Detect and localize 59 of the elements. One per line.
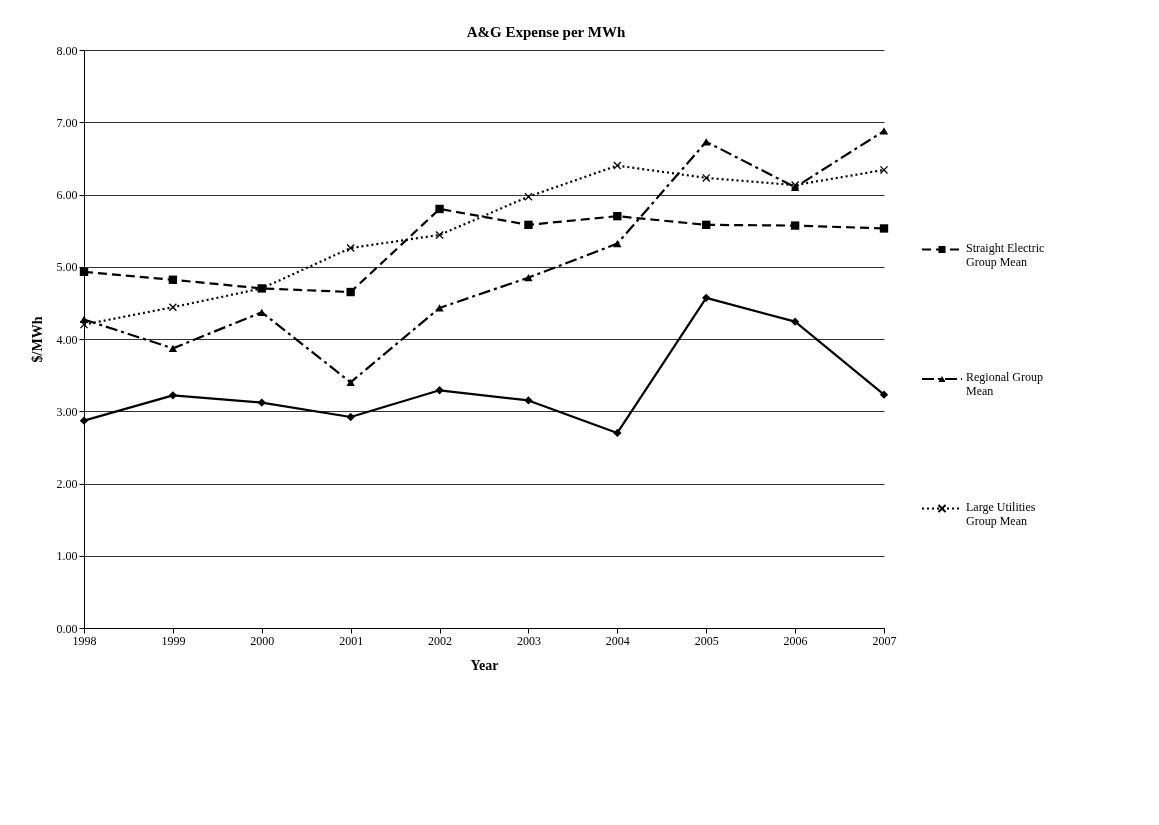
point: [168, 344, 178, 353]
y-tick-label: 1.00: [56, 549, 78, 564]
point: [79, 416, 89, 425]
point: [257, 398, 266, 407]
point: [257, 308, 266, 316]
x-tick-label: 2004: [605, 633, 630, 648]
point: [524, 192, 533, 201]
y-tick-label: 3.00: [56, 404, 78, 419]
point: [879, 390, 889, 399]
legend-label: Straight Electric Group Mean: [966, 240, 1045, 269]
x-tick-label: 2006: [783, 633, 808, 648]
y-tick-label: 2.00: [56, 477, 78, 491]
y-tick-label: 8.00: [56, 43, 78, 58]
legend-label: Regional Group Mean: [966, 370, 1043, 398]
point: [879, 165, 889, 175]
point: [524, 220, 533, 230]
point: [790, 317, 800, 326]
point: [613, 240, 622, 248]
point: [613, 211, 622, 221]
point: [879, 224, 889, 233]
point: [435, 304, 444, 312]
point: [524, 396, 533, 405]
point: [168, 303, 178, 312]
legend-label: Large Utilities Group Mean: [966, 499, 1036, 528]
point: [79, 320, 89, 329]
point: [346, 412, 355, 422]
point: [613, 161, 622, 170]
y-axis-title: $/MWh: [29, 316, 45, 363]
y-tick-label: 6.00: [56, 188, 78, 202]
x-tick-label: 2005: [694, 633, 719, 648]
point: [346, 243, 355, 253]
point: [168, 391, 178, 400]
x-tick-label: 2002: [428, 633, 453, 648]
x-axis-title: Year: [470, 657, 499, 673]
point: [346, 287, 355, 297]
point: [790, 221, 800, 230]
x-tick-label: 1999: [161, 633, 186, 648]
point: [879, 127, 889, 135]
point: [702, 173, 711, 183]
y-tick-label: 0.00: [56, 621, 78, 636]
point: [702, 220, 711, 230]
x-tick-label: 2003: [516, 633, 541, 648]
chart-title: A&G Expense per MWh: [466, 24, 626, 40]
x-tick-label: 2001: [339, 633, 364, 648]
y-tick-label: 4.00: [56, 332, 78, 347]
x-tick-label: 1998: [72, 633, 97, 648]
x-tick-label: 2000: [250, 633, 275, 648]
point: [435, 204, 444, 214]
point: [435, 230, 444, 240]
point: [346, 378, 355, 386]
point: [435, 386, 444, 395]
point: [613, 428, 622, 438]
y-tick-label: 5.00: [56, 260, 78, 275]
point: [702, 138, 711, 146]
y-tick-label: 7.00: [56, 115, 78, 130]
point: [168, 275, 178, 284]
point: [702, 293, 711, 302]
point: [524, 273, 533, 282]
x-tick-label: 2007: [872, 633, 897, 648]
